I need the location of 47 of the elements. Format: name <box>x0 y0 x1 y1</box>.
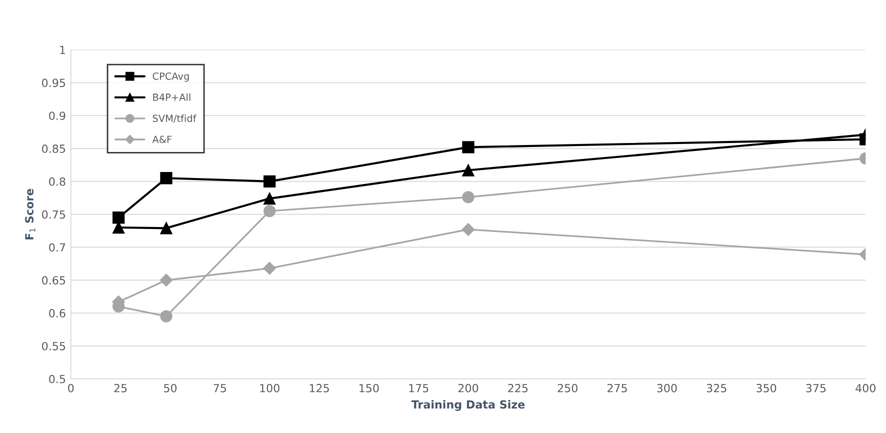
x-tick-label: 250 <box>558 384 578 392</box>
y-tick-label: 0.95 <box>42 78 66 88</box>
point <box>160 172 172 184</box>
y-tick-label: 0.6 <box>49 309 66 318</box>
x-tick-label: 50 <box>164 384 177 392</box>
point <box>263 204 276 218</box>
legend-label: CPCAvg <box>152 72 189 82</box>
y-axis-title: F$_{1}$ Score <box>25 188 36 240</box>
x-tick-label: 225 <box>508 384 528 392</box>
point <box>462 223 475 236</box>
point <box>160 310 172 322</box>
x-tick-label: 75 <box>214 384 226 392</box>
point <box>263 192 276 205</box>
point <box>160 274 173 287</box>
x-tick-label: 125 <box>310 384 329 392</box>
y-tick-label: 0.5 <box>49 374 66 384</box>
point <box>462 191 474 204</box>
point <box>112 212 125 224</box>
point <box>263 262 276 275</box>
x-tick-label: 275 <box>607 384 627 392</box>
y-tick-label: 0.55 <box>42 342 66 350</box>
x-tick-label: 325 <box>706 384 726 392</box>
x-tick-label: 350 <box>756 384 776 392</box>
x-tick-label: 200 <box>458 384 478 392</box>
x-tick-label: 25 <box>114 384 127 392</box>
y-tick-label: 0.85 <box>42 144 66 153</box>
x-tick-label: 175 <box>409 384 428 392</box>
y-tick-label: 0.65 <box>42 276 66 285</box>
y-tick-label: 0.9 <box>49 112 66 120</box>
y-tick-label: 0.8 <box>49 177 66 186</box>
y-tick-label: 0.75 <box>42 210 66 219</box>
legend-label: SVM/tfidf <box>152 114 196 123</box>
x-tick-label: 400 <box>856 384 876 392</box>
x-tick-label: 100 <box>260 384 280 392</box>
y-tick-label: 1 <box>60 46 65 54</box>
y-tick-label: 0.7 <box>49 243 66 252</box>
x-tick-label: 150 <box>360 384 379 392</box>
point <box>462 164 474 176</box>
x-axis-title: Training Data Size <box>411 400 525 411</box>
point <box>462 141 474 154</box>
x-tick-label: 300 <box>657 384 677 392</box>
x-tick-label: 0 <box>68 384 74 392</box>
x-tick-label: 375 <box>806 384 826 392</box>
legend-label: A&F <box>152 136 172 144</box>
point <box>160 222 172 234</box>
point <box>263 175 276 188</box>
legend-label: B4P+All <box>153 93 190 101</box>
